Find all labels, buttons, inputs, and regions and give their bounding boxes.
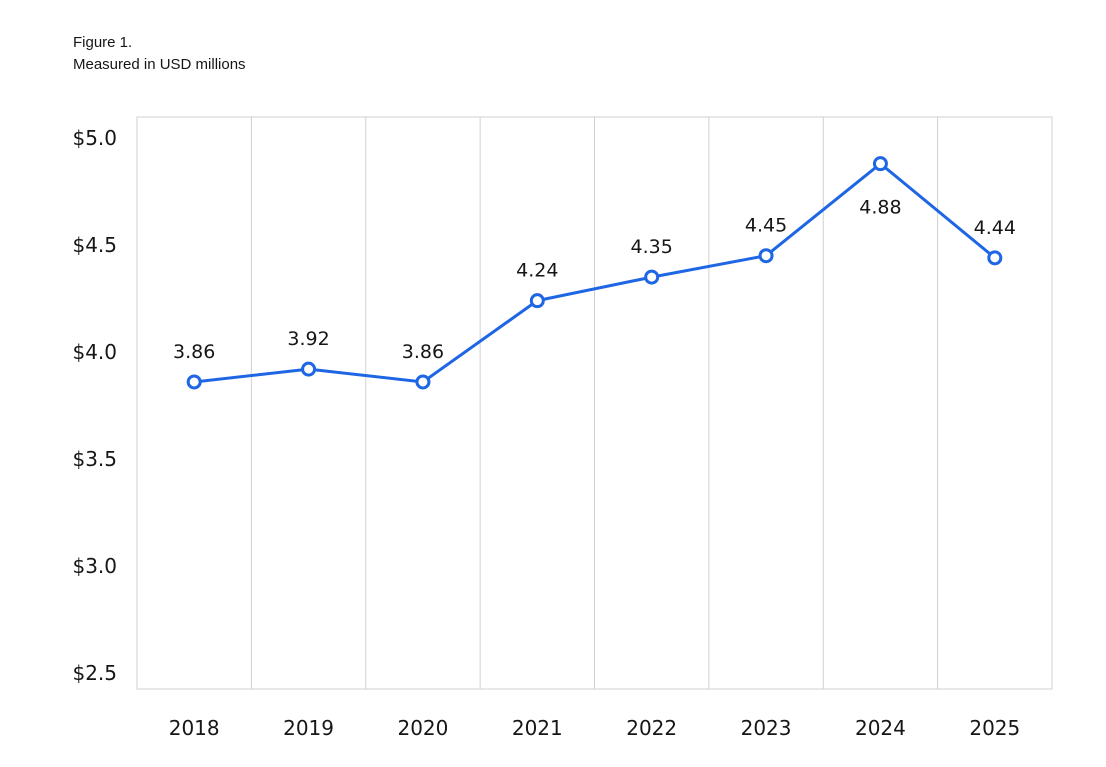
- data-label-2021: 4.24: [516, 260, 558, 282]
- series-line-0: [192, 162, 997, 384]
- data-point-2024: [872, 156, 888, 172]
- x-tick-label-2024: 2024: [855, 716, 906, 740]
- x-tick-label-2018: 2018: [169, 716, 220, 740]
- x-tick-label-2021: 2021: [512, 716, 563, 740]
- x-tick-label-2019: 2019: [283, 716, 334, 740]
- data-label-2020: 3.86: [402, 341, 444, 363]
- data-point-2023: [758, 248, 774, 264]
- data-point-2022: [644, 269, 660, 285]
- data-point-2019: [301, 361, 317, 377]
- x-tick-label-2023: 2023: [741, 716, 792, 740]
- data-label-2022: 4.35: [631, 236, 673, 258]
- units-note: Measured in USD millions: [73, 56, 246, 73]
- data-point-2021: [529, 293, 545, 309]
- figure-number: Figure 1.: [73, 34, 133, 51]
- data-label-2024: 4.88: [859, 197, 901, 219]
- data-label-2018: 3.86: [173, 341, 215, 363]
- y-tick-label-2: $3.5: [72, 447, 117, 471]
- data-point-2025: [987, 250, 1003, 266]
- x-tick-label-2025: 2025: [969, 716, 1020, 740]
- data-label-2023: 4.45: [745, 215, 787, 237]
- data-point-2018: [186, 374, 202, 390]
- data-label-2019: 3.92: [287, 328, 329, 350]
- data-point-2020: [415, 374, 431, 390]
- y-tick-label-3: $4.0: [72, 340, 117, 364]
- y-tick-label-0: $2.5: [72, 661, 117, 685]
- chart-caption: Figure 1. Measured in USD millions: [73, 32, 246, 76]
- y-tick-label-5: $5.0: [72, 126, 117, 150]
- data-label-2025: 4.44: [974, 217, 1016, 239]
- x-tick-label-2020: 2020: [397, 716, 448, 740]
- y-tick-label-1: $3.0: [72, 554, 117, 578]
- y-tick-label-4: $4.5: [72, 233, 117, 257]
- x-tick-label-2022: 2022: [626, 716, 677, 740]
